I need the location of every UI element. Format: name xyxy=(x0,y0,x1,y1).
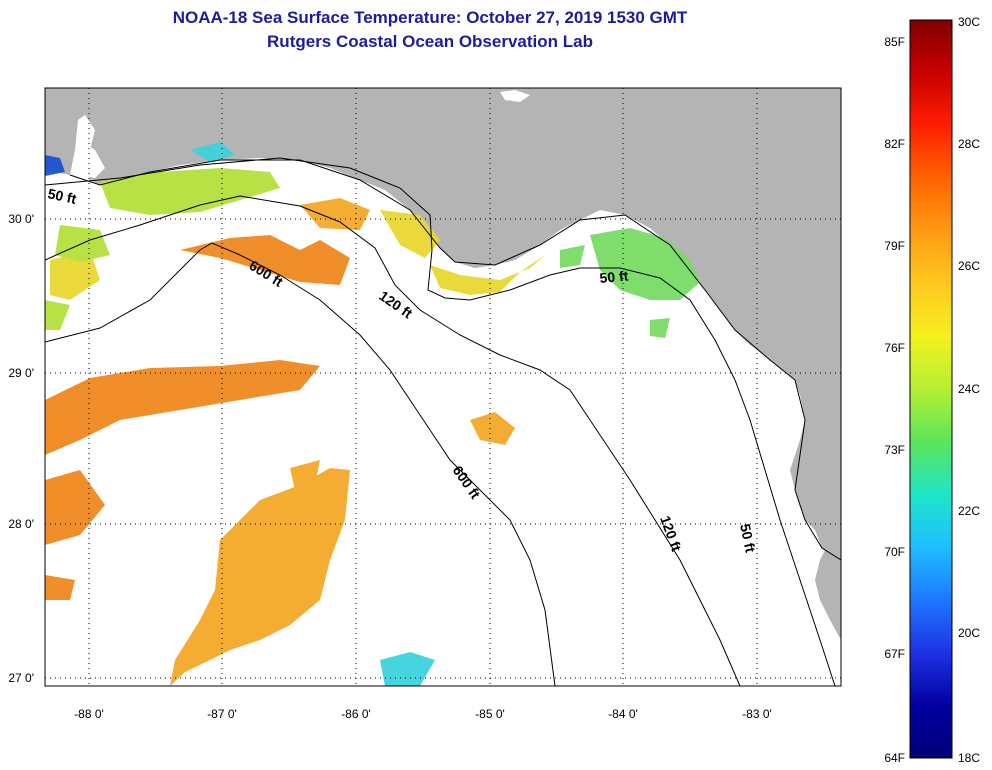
sst-patch xyxy=(290,460,320,490)
map-subtitle: Rutgers Coastal Ocean Observation Lab xyxy=(267,32,593,51)
colorbar-celsius-label: 24C xyxy=(958,382,980,396)
colorbar-fahrenheit-label: 82F xyxy=(884,137,905,151)
contour-label-50ft-big-bend: 50 ft xyxy=(599,268,629,286)
colorbar: 30C 28C 26C 24C 22C 20C 18C 85F 82F 79F … xyxy=(884,15,980,765)
colorbar-fahrenheit-label: 64F xyxy=(884,751,905,765)
sst-patch xyxy=(380,652,435,686)
sst-patch xyxy=(45,300,70,330)
colorbar-fahrenheit-labels: 85F 82F 79F 76F 73F 70F 67F 64F xyxy=(884,35,905,765)
lon-tick-label: -87 0' xyxy=(207,707,237,721)
sst-patch xyxy=(470,412,515,445)
map-title: NOAA-18 Sea Surface Temperature: October… xyxy=(172,8,688,27)
contour-label-50ft-south: 50 ft xyxy=(737,522,759,554)
coastline xyxy=(69,159,841,561)
map-panel: 50 ft 600 ft 120 ft 50 ft 600 ft 120 ft … xyxy=(8,87,842,721)
sst-patch xyxy=(100,168,280,215)
isobath-600ft xyxy=(45,242,556,686)
lat-tick-label: 28 0' xyxy=(8,517,34,531)
sst-patch xyxy=(50,250,100,300)
sst-patch xyxy=(45,155,65,176)
inland-bay xyxy=(78,140,105,178)
sst-patch xyxy=(45,470,105,545)
sst-patch xyxy=(190,142,235,162)
colorbar-celsius-label: 28C xyxy=(958,137,980,151)
isobath-120ft xyxy=(45,195,741,686)
colorbar-celsius-label: 22C xyxy=(958,504,980,518)
lat-tick-labels: 30 0' 29 0' 28 0' 27 0' xyxy=(8,212,34,685)
inland-lake xyxy=(500,90,530,102)
colorbar-fahrenheit-label: 76F xyxy=(884,341,905,355)
sst-patch xyxy=(45,360,320,455)
sst-patch xyxy=(650,318,670,338)
colorbar-fahrenheit-label: 79F xyxy=(884,239,905,253)
colorbar-celsius-label: 18C xyxy=(958,751,980,765)
colorbar-fahrenheit-label: 85F xyxy=(884,35,905,49)
colorbar-fahrenheit-label: 73F xyxy=(884,443,905,457)
sst-patch xyxy=(560,245,585,268)
map-frame xyxy=(44,87,842,687)
lon-tick-label: -86 0' xyxy=(341,707,371,721)
lon-tick-labels: -88 0' -87 0' -86 0' -85 0' -84 0' -83 0… xyxy=(74,707,772,721)
sst-patch xyxy=(300,198,370,230)
sst-patch xyxy=(170,468,350,686)
colorbar-celsius-label: 26C xyxy=(958,259,980,273)
lon-tick-label: -84 0' xyxy=(608,707,638,721)
colorbar-celsius-label: 30C xyxy=(958,15,980,29)
lon-tick-label: -88 0' xyxy=(74,707,104,721)
sst-patches xyxy=(45,142,700,686)
sst-patch xyxy=(45,575,75,600)
colorbar-celsius-label: 20C xyxy=(958,626,980,640)
land-mass-north xyxy=(45,88,841,560)
lat-tick-label: 27 0' xyxy=(8,671,34,685)
lat-tick-label: 30 0' xyxy=(8,212,34,226)
isobath-50ft xyxy=(45,157,836,686)
sst-patch xyxy=(430,255,545,295)
lon-tick-label: -85 0' xyxy=(475,707,505,721)
sst-patch xyxy=(590,228,700,300)
colorbar-fahrenheit-label: 70F xyxy=(884,545,905,559)
contour-label-50ft-west: 50 ft xyxy=(46,185,78,207)
sst-patch xyxy=(380,210,440,258)
lat-tick-label: 29 0' xyxy=(8,366,34,380)
colorbar-gradient xyxy=(909,19,953,759)
colorbar-fahrenheit-label: 67F xyxy=(884,647,905,661)
lon-tick-label: -83 0' xyxy=(742,707,772,721)
land-mass-southeast xyxy=(815,530,841,640)
colorbar-celsius-labels: 30C 28C 26C 24C 22C 20C 18C xyxy=(958,15,980,765)
